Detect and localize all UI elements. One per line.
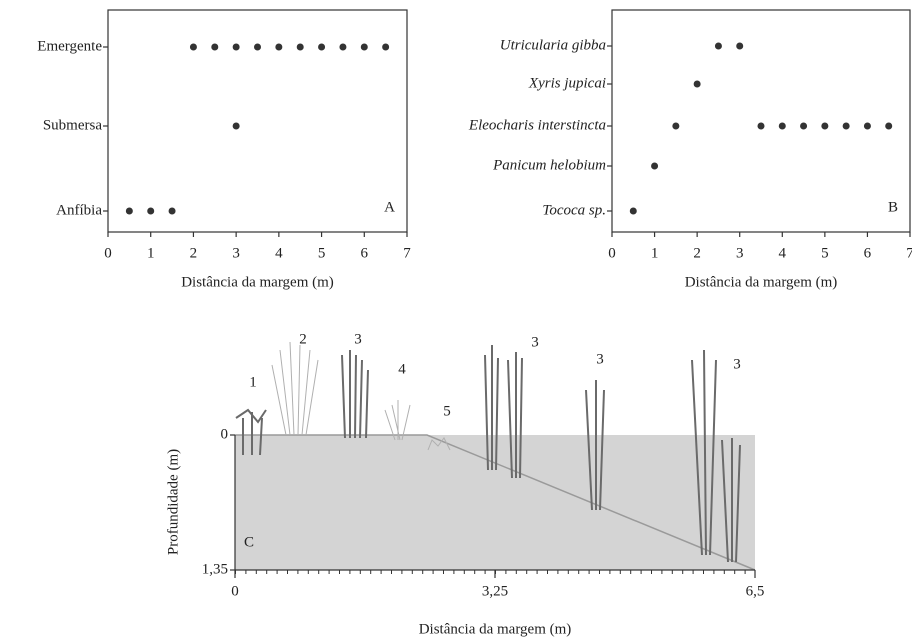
plot-frame <box>612 10 910 232</box>
dot <box>630 208 637 215</box>
plant-number: 2 <box>299 331 307 347</box>
plot-frame <box>108 10 407 232</box>
plant-number: 1 <box>249 374 257 390</box>
x-tick-label: 0 <box>104 245 112 261</box>
x-tick-label: 1 <box>147 245 155 261</box>
dot <box>779 123 786 130</box>
dot <box>715 43 722 50</box>
water-area <box>235 435 755 570</box>
dot <box>211 44 218 51</box>
dot <box>361 44 368 51</box>
y-tick-label: Emergente <box>37 38 102 54</box>
x-tick-label: 3,25 <box>482 583 508 599</box>
x-tick-label: 4 <box>275 245 283 261</box>
y-tick-label: Submersa <box>43 117 103 133</box>
dot <box>126 208 133 215</box>
dot <box>382 44 389 51</box>
panel-label: A <box>384 199 395 215</box>
y-tick-label: Eleocharis interstincta <box>468 117 606 133</box>
dot <box>254 44 261 51</box>
dot <box>339 44 346 51</box>
y-tick-label: Tococa sp. <box>542 202 606 218</box>
figure: 0 1 2 3 4 5 6 7 Distância da margem (m) Anfíbia Su… <box>0 0 912 642</box>
panel-label: C <box>244 534 254 550</box>
plant-number: 3 <box>733 356 741 372</box>
y-axis-title: Profundidade (m) <box>165 449 181 555</box>
x-tick-label: 6 <box>361 245 369 261</box>
plant-number: 3 <box>596 351 604 367</box>
dot <box>147 208 154 215</box>
x-tick-label: 3 <box>736 245 744 261</box>
dot <box>233 44 240 51</box>
x-tick-label: 6,5 <box>746 583 765 599</box>
x-tick-label: 1 <box>651 245 659 261</box>
x-tick-label: 6 <box>864 245 872 261</box>
dot <box>885 123 892 130</box>
plant-number: 3 <box>531 334 539 350</box>
dot <box>694 81 701 88</box>
dot <box>318 44 325 51</box>
y-tick-label: 0 <box>221 426 229 442</box>
x-tick-label: 7 <box>906 245 912 261</box>
dot <box>169 208 176 215</box>
x-tick-label: 7 <box>403 245 411 261</box>
dot <box>275 44 282 51</box>
x-tick-label: 2 <box>693 245 701 261</box>
plant-number: 5 <box>443 403 451 419</box>
y-tick-label: Anfíbia <box>56 202 102 218</box>
x-tick-label: 5 <box>318 245 326 261</box>
plant-number: 4 <box>398 361 406 377</box>
dot <box>233 123 240 130</box>
x-tick-label: 0 <box>608 245 616 261</box>
y-tick-label: 1,35 <box>202 561 228 577</box>
x-tick-label: 5 <box>821 245 829 261</box>
dot <box>651 163 658 170</box>
dot <box>736 43 743 50</box>
dot <box>190 44 197 51</box>
panel-label: B <box>888 199 898 215</box>
x-axis-title: Distância da margem (m) <box>419 621 572 637</box>
plant-number: 3 <box>354 331 362 347</box>
dot <box>843 123 850 130</box>
plant <box>342 350 368 438</box>
y-tick-label: Xyris jupicai <box>528 75 606 91</box>
dot <box>297 44 304 51</box>
x-tick-label: 3 <box>232 245 240 261</box>
y-tick-label: Utricularia gibba <box>500 37 606 53</box>
x-tick-label: 4 <box>779 245 787 261</box>
x-tick-label: 2 <box>190 245 198 261</box>
dot <box>800 123 807 130</box>
dot <box>758 123 765 130</box>
dot <box>821 123 828 130</box>
x-axis-title: Distância da margem (m) <box>685 274 838 290</box>
dot <box>864 123 871 130</box>
dot <box>672 123 679 130</box>
plant <box>272 342 318 435</box>
plant <box>385 400 410 440</box>
y-tick-label: Panicum helobium <box>492 157 606 173</box>
x-axis-title: Distância da margem (m) <box>181 274 334 290</box>
x-tick-label: 0 <box>231 583 239 599</box>
